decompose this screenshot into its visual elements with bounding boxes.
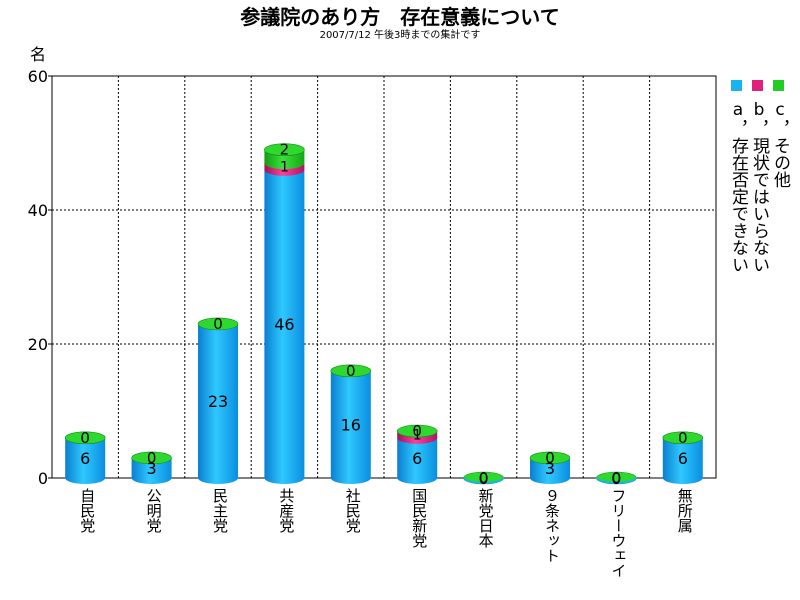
y-tick-label: 0	[38, 469, 48, 488]
bar-segment-9-0	[662, 437, 703, 485]
bar-segment-1-0	[131, 457, 172, 485]
x-tick-label: 新党日本	[476, 488, 495, 548]
data-label-a-0: 6	[80, 449, 90, 468]
x-tick-label: 公明党	[144, 488, 163, 533]
chart-subtitle: 2007/7/12 午後3時までの集計です	[320, 28, 481, 41]
data-label-a-9: 6	[678, 449, 688, 468]
data-label-b-3: 1	[280, 159, 289, 175]
y-axis-label: 名	[30, 45, 46, 64]
x-tick-label: 自民党	[78, 488, 97, 533]
bar-segment-4-0	[330, 370, 371, 485]
bar-cap-7	[529, 451, 571, 465]
x-tick-label: ９条ネット	[543, 488, 561, 563]
data-label-c-1: 0	[147, 449, 157, 467]
bar-8: 00	[596, 469, 637, 488]
bar-cap-4	[330, 364, 372, 378]
grid	[52, 76, 716, 478]
legend-swatch-2	[773, 80, 784, 91]
legend-label-1: b，現状ではいらない	[749, 100, 769, 273]
data-label-c-0: 0	[80, 429, 90, 447]
data-label-a-1: 3	[147, 459, 157, 478]
legend-label-0: a，存在否定できない	[728, 100, 748, 273]
bar-5: 6 10	[396, 422, 438, 485]
data-label-a-7: 3	[545, 459, 555, 478]
bar-cap-0	[64, 431, 106, 445]
bar-base-6	[463, 476, 504, 485]
x-tick-label: 社民党	[343, 488, 362, 533]
bar-9: 60	[662, 429, 704, 485]
data-label-c-3: 2	[280, 141, 290, 159]
data-label-c-2: 0	[213, 315, 223, 333]
data-label-a-8: 0	[611, 469, 621, 488]
bar-cap-1	[131, 451, 172, 465]
chart-title: 参議院のあり方 存在意義について	[240, 5, 559, 29]
bar-cap-9	[662, 431, 704, 445]
legend-swatch-0	[731, 80, 742, 91]
data-label-c-8: 0	[612, 469, 622, 487]
y-tick-label: 40	[28, 201, 48, 220]
y-tick-label: 20	[28, 335, 48, 354]
x-tick-label: 共産党	[277, 488, 296, 533]
data-label-a-6: 0	[479, 469, 489, 488]
data-label-a-4: 16	[341, 415, 361, 434]
x-tick-label: 国民新党	[410, 488, 429, 548]
bar-3: 46 12	[264, 141, 305, 485]
bar-segment-3-0	[264, 169, 305, 485]
bar-0: 60	[64, 429, 106, 484]
data-label-a-2: 23	[208, 392, 228, 411]
data-label-c-5: 0	[412, 422, 422, 440]
x-tick-label: フリーウェイ	[609, 488, 628, 578]
legend-swatch-1	[752, 80, 763, 91]
bar-cap-2	[197, 317, 239, 331]
data-label-a-3: 46	[274, 315, 294, 334]
data-label-c-6: 0	[479, 469, 489, 487]
legend-swatches	[731, 80, 784, 91]
bar-segment-2-0	[198, 323, 238, 484]
bar-segment-5-0	[397, 437, 438, 485]
bar-segment-7-0	[530, 457, 570, 484]
data-label-a-5: 6	[412, 449, 422, 468]
bar-6: 00	[463, 469, 504, 488]
data-label-b-5: 1	[413, 427, 422, 443]
bar-segment-0-0	[65, 437, 106, 484]
legend-label-2: c，その他	[770, 100, 790, 188]
bar-7: 30	[529, 449, 571, 484]
data-label-c-9: 0	[678, 429, 688, 447]
bar-4: 16 0	[330, 362, 372, 485]
bar-cap-5	[396, 424, 438, 438]
bar-2: 23 0	[197, 315, 239, 484]
bar-cap-3	[264, 143, 305, 156]
bar-1: 30	[131, 449, 172, 485]
data-label-c-7: 0	[545, 449, 555, 467]
data-label-c-4: 0	[346, 362, 356, 380]
y-tick-label: 60	[28, 67, 48, 86]
x-tick-label: 民主党	[211, 488, 229, 533]
x-tick-label: 無所属	[675, 488, 694, 533]
bar-base-8	[596, 476, 637, 485]
